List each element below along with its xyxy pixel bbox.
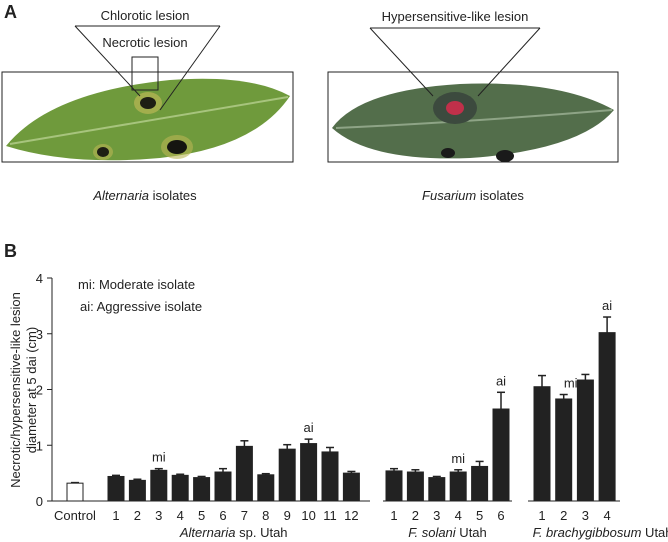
group-label-rest: Utah: [641, 525, 668, 540]
bar: [576, 379, 594, 502]
x-tick-label: 5: [198, 508, 205, 523]
photo-frame: [327, 71, 619, 163]
y-tick-label: 3: [36, 327, 43, 342]
panel-label: B: [4, 241, 17, 261]
y-tick-label: 4: [36, 271, 43, 286]
x-tick-label: 4: [455, 508, 462, 523]
x-tick-label: 2: [560, 508, 567, 523]
bar: [428, 477, 446, 502]
x-tick-label: 3: [155, 508, 162, 523]
bar: [533, 386, 551, 502]
x-tick-label: 9: [284, 508, 291, 523]
bar: [257, 474, 275, 502]
group-label-rest: Utah: [456, 525, 487, 540]
x-tick-label: 1: [112, 508, 119, 523]
x-tick-label: 12: [344, 508, 358, 523]
x-tick-label: 10: [301, 508, 315, 523]
group-label-rest: sp. Utah: [236, 525, 288, 540]
bar: [342, 472, 360, 502]
x-tick-label: 6: [497, 508, 504, 523]
y-axis-label: Necrotic/hypersensitive-like lesion: [8, 292, 23, 488]
annotation: mi: [152, 450, 166, 465]
group-label-italic: F. solani: [408, 525, 457, 540]
bar: [214, 471, 232, 502]
bar: [235, 445, 253, 502]
bar: [321, 451, 339, 502]
x-tick-label: 7: [241, 508, 248, 523]
callout: Hypersensitive-like lesion: [382, 9, 529, 24]
group-label-italic: F. brachygibbosum: [533, 525, 642, 540]
x-tick-label: 4: [177, 508, 184, 523]
x-tick-label: 2: [412, 508, 419, 523]
group-label: F. solani Utah: [408, 525, 487, 540]
x-tick-label: 1: [538, 508, 545, 523]
y-tick-label: 2: [36, 383, 43, 398]
x-tick-label: 6: [219, 508, 226, 523]
x-tick-label: 2: [134, 508, 141, 523]
note: ai: Aggressive isolate: [80, 299, 202, 314]
panel-label: A: [4, 2, 17, 22]
annotation: mi: [564, 376, 578, 391]
bar: [171, 474, 189, 502]
callout: Necrotic lesion: [102, 35, 187, 50]
x-tick-label: 4: [603, 508, 610, 523]
bar: [150, 469, 168, 502]
bar: [471, 465, 489, 502]
callout: Chlorotic lesion: [101, 8, 190, 23]
leaf: [6, 78, 290, 161]
caption: Alternaria isolates: [92, 188, 197, 203]
bar: [449, 471, 467, 502]
bar: [193, 477, 211, 502]
bar: [555, 398, 573, 502]
x-tick-label: Control: [54, 508, 96, 523]
bar: [66, 482, 84, 502]
group-label: Alternaria sp. Utah: [179, 525, 288, 540]
bar: [300, 443, 318, 502]
annotation: ai: [602, 298, 612, 313]
caption: Fusarium isolates: [422, 188, 524, 203]
x-tick-label: 3: [433, 508, 440, 523]
x-tick-label: 1: [390, 508, 397, 523]
bar: [492, 408, 510, 502]
y-tick-label: 0: [36, 494, 43, 509]
group-label: F. brachygibbosum Utah: [533, 525, 668, 540]
x-tick-label: 5: [476, 508, 483, 523]
bar: [278, 448, 296, 502]
annotation: mi: [451, 451, 465, 466]
photo-frame: [1, 71, 294, 163]
annotation: ai: [304, 420, 314, 435]
bar: [107, 475, 125, 502]
y-axis-label: diameter at 5 dai (cm): [24, 327, 39, 453]
note: mi: Moderate isolate: [78, 277, 195, 292]
y-tick-label: 1: [36, 438, 43, 453]
bar: [128, 479, 146, 502]
x-tick-label: 11: [323, 508, 337, 523]
x-tick-label: 8: [262, 508, 269, 523]
bar: [598, 332, 616, 502]
annotation: ai: [496, 373, 506, 388]
x-tick-label: 3: [582, 508, 589, 523]
bar: [406, 471, 424, 502]
bar: [385, 470, 403, 502]
group-label-italic: Alternaria: [179, 525, 236, 540]
